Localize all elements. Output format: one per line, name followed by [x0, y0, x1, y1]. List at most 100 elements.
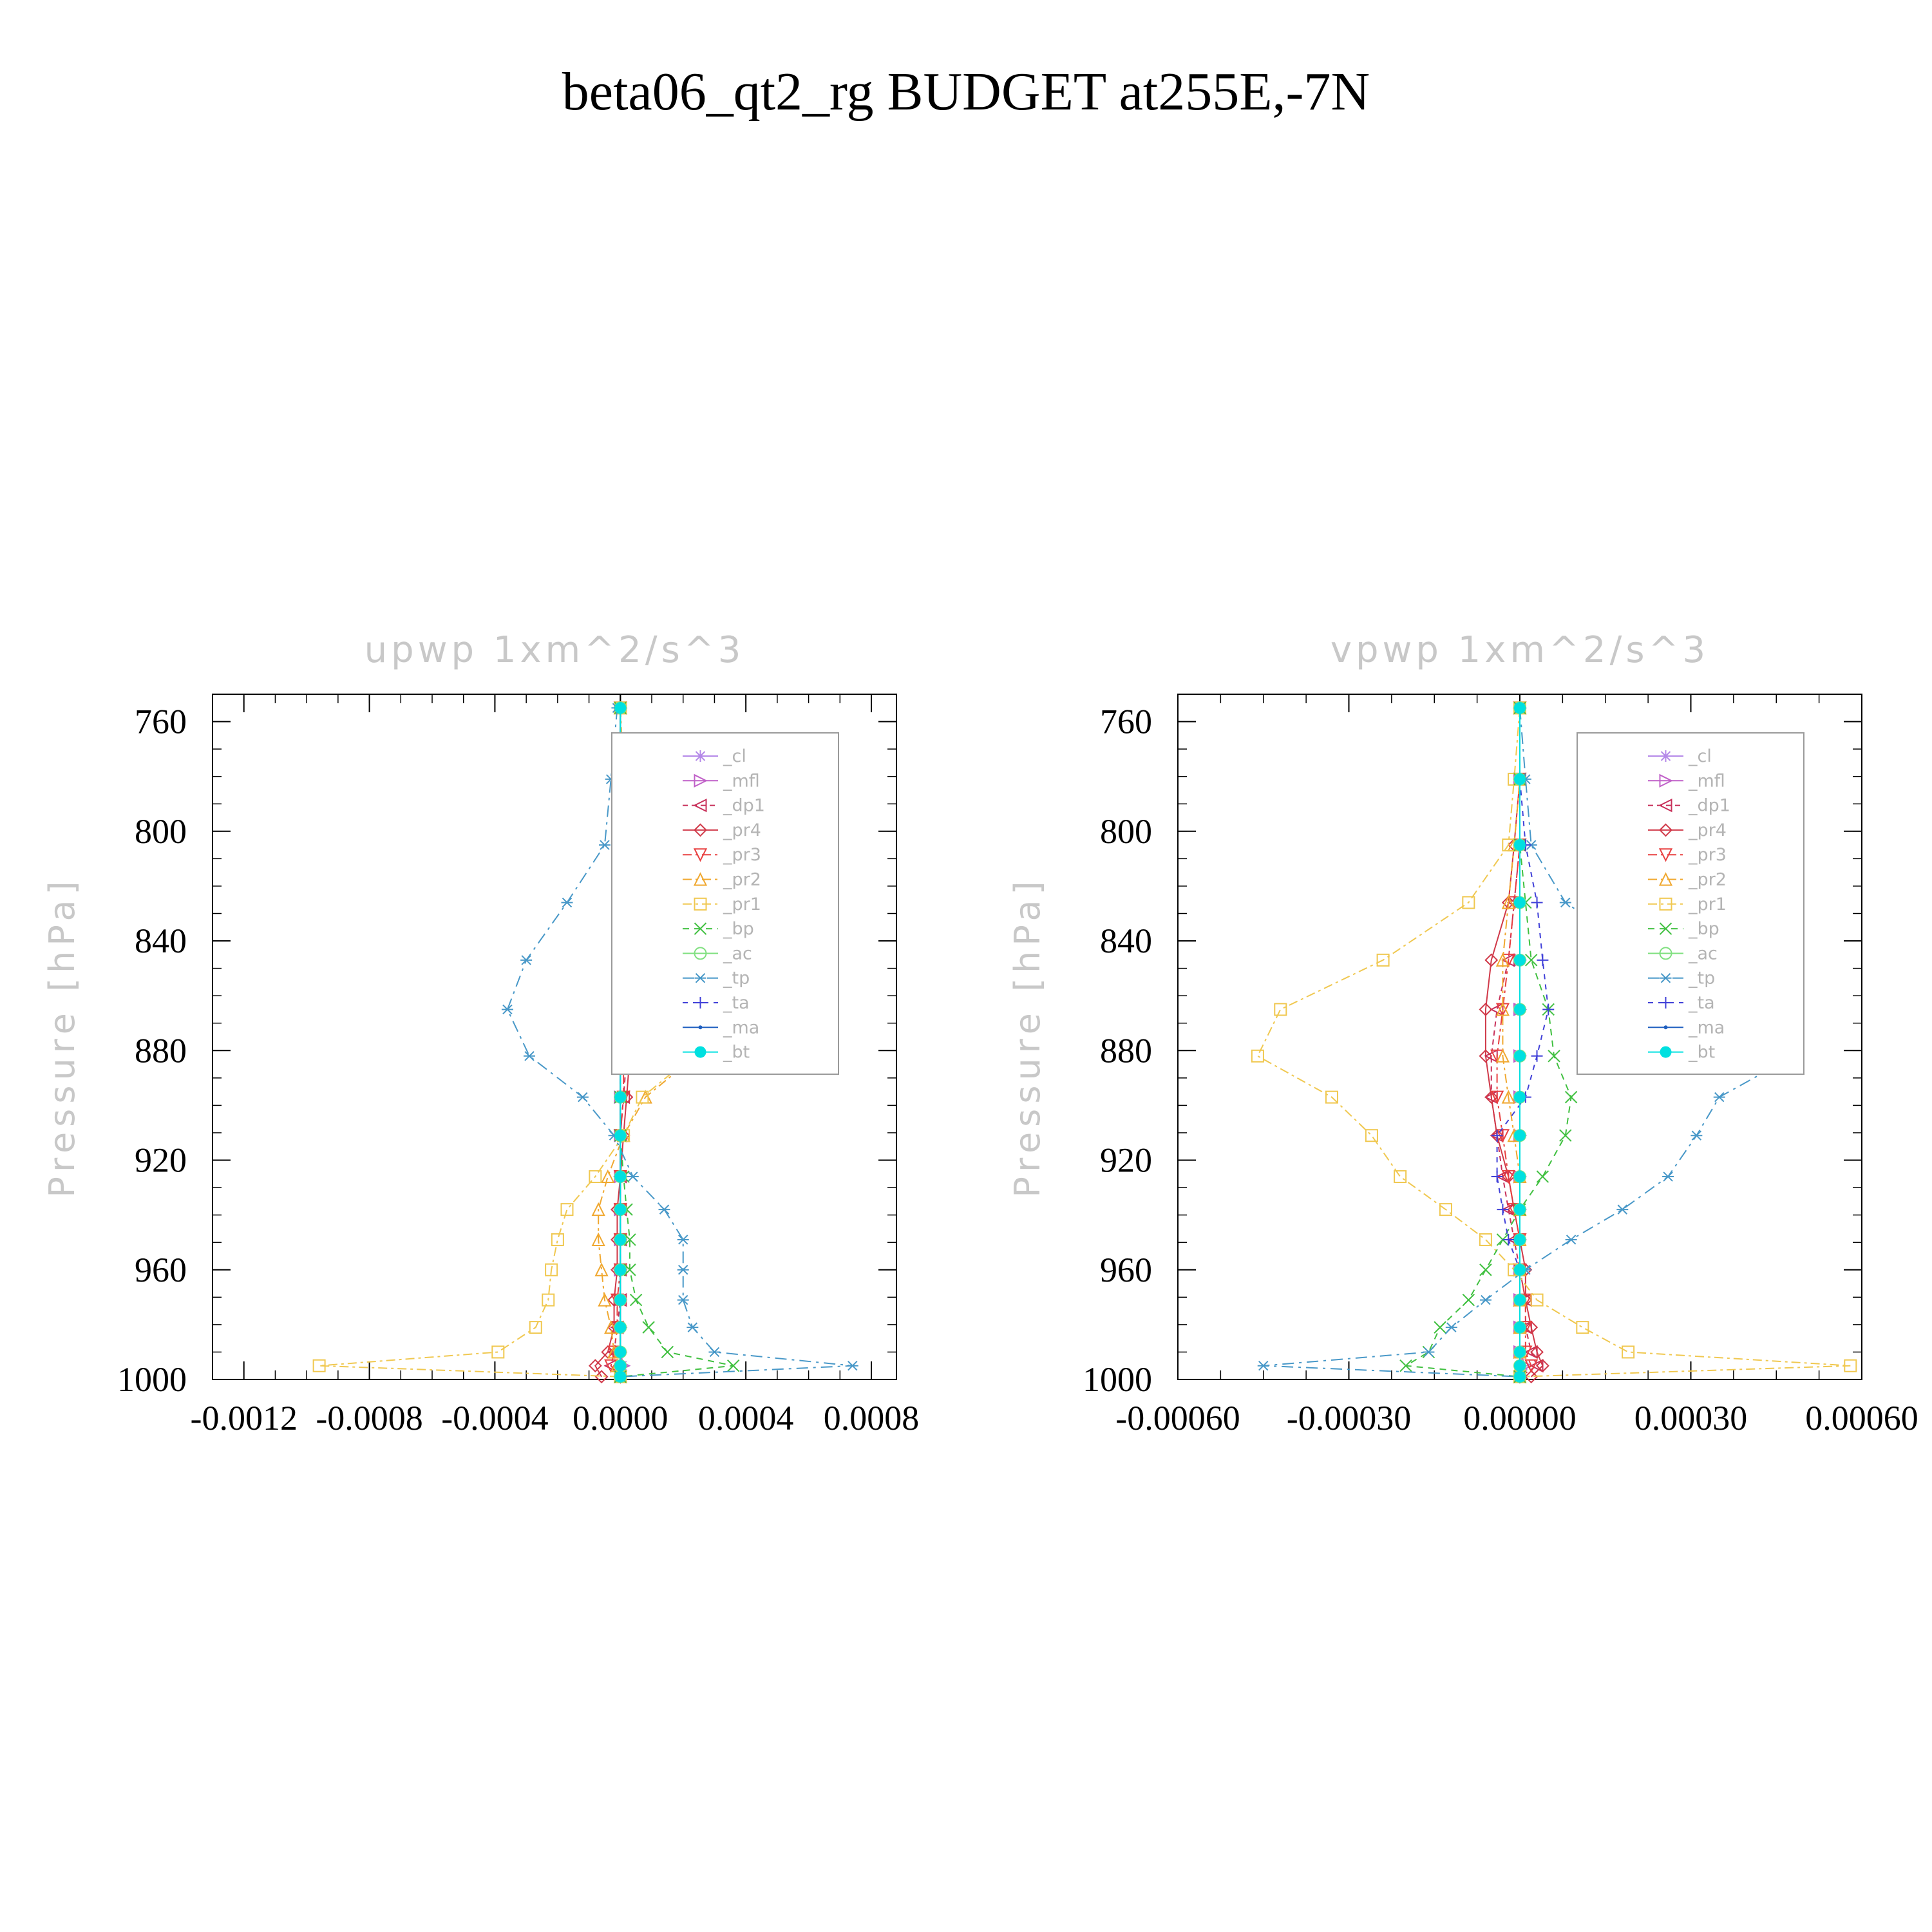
vpwp-point-ta: [1491, 1171, 1503, 1183]
vpwp-legend-marker-tp: [1660, 972, 1672, 983]
vpwp-point-pr4: [1524, 1370, 1539, 1384]
upwp-point-pr4: [588, 1359, 602, 1373]
figure-title: beta06_qt2_rg BUDGET at255E,-7N: [562, 62, 1370, 122]
upwp-point-bp: [661, 1345, 674, 1359]
upwp-point-bt: [614, 1091, 627, 1103]
vpwp-xtick-label: 0.00030: [1634, 1399, 1748, 1437]
upwp-legend-marker-tp: [694, 972, 706, 983]
vpwp-point-bt: [1514, 896, 1526, 909]
upwp-ylabel: Pressure [hPa]: [42, 876, 82, 1197]
upwp-ytick-label: 960: [135, 1251, 187, 1289]
vpwp-point-bt: [1514, 1050, 1526, 1062]
vpwp-point-bt: [1514, 1130, 1526, 1142]
vpwp-point-pr1: [1325, 1090, 1338, 1104]
vpwp-point-pr1: [1576, 1321, 1589, 1334]
upwp-xtick-label: -0.0012: [190, 1399, 297, 1437]
vpwp-point-tp: [1559, 897, 1571, 908]
upwp-xtick-label: -0.0008: [316, 1399, 422, 1437]
upwp-point-tp: [627, 1171, 639, 1182]
vpwp-legend-label-bt: _bt: [1688, 1043, 1715, 1063]
upwp-legend-marker-ac: [694, 947, 707, 960]
upwp-legend-marker-pr1: [694, 897, 707, 911]
vpwp-line-dp1: [1490, 708, 1538, 1378]
vpwp-legend-marker-pr4: [1659, 823, 1672, 837]
vpwp-legend-label-pr1: _pr1: [1688, 895, 1727, 914]
upwp-point-tp: [520, 955, 533, 965]
vpwp-point-tp: [1662, 1171, 1674, 1182]
upwp-legend-label-pr2: _pr2: [723, 870, 761, 890]
vpwp-point-pr4: [1524, 1320, 1539, 1334]
vpwp-legend-marker-pr3: [1658, 848, 1673, 862]
vpwp-point-bp: [1564, 1090, 1578, 1104]
vpwp-legend-marker-bt: [1660, 1046, 1672, 1058]
vpwp-point-ta: [1531, 896, 1543, 909]
upwp-point-pr1: [551, 1233, 564, 1246]
vpwp-legend-marker-dp1: [1658, 798, 1672, 813]
upwp-point-tp: [708, 1347, 721, 1358]
upwp-legend-label-dp1: _dp1: [723, 796, 765, 816]
upwp-xtick-label: 0.0000: [573, 1399, 668, 1437]
upwp-ytick-label: 1000: [117, 1360, 187, 1399]
vpwp-point-bt: [1514, 1003, 1526, 1016]
vpwp-series-dp1: [1484, 701, 1544, 1384]
vpwp-point-ta: [1502, 1233, 1515, 1245]
vpwp-point-tp: [1257, 1361, 1269, 1371]
upwp-point-bp: [642, 1321, 655, 1334]
vpwp-point-bp: [1559, 1129, 1572, 1142]
upwp-point-pr4: [594, 1370, 609, 1384]
upwp-legend-marker-cl: [694, 750, 706, 762]
vpwp-point-bt: [1514, 1359, 1526, 1372]
vpwp-point-tp: [1565, 1235, 1577, 1245]
upwp-point-bt: [614, 1130, 627, 1142]
vpwp-series-pr4: [1479, 701, 1549, 1384]
upwp-point-bt: [614, 1370, 627, 1383]
vpwp-point-pr2: [1501, 895, 1515, 909]
vpwp-point-pr3: [1501, 1170, 1515, 1184]
upwp-point-tp: [598, 840, 611, 850]
upwp-point-pr2: [598, 1293, 612, 1307]
upwp-xtick-label: 0.0004: [698, 1399, 794, 1437]
vpwp-legend-marker-ma: [1663, 1025, 1668, 1030]
vpwp-point-bt: [1514, 1346, 1526, 1358]
vpwp-point-bp: [1524, 954, 1538, 967]
upwp-point-bp: [623, 1233, 636, 1246]
upwp-point-pr1: [560, 1203, 574, 1217]
vpwp-xtick-label: 0.00060: [1805, 1399, 1918, 1437]
vpwp-point-dp1: [1490, 1002, 1504, 1017]
upwp-legend-marker-bt: [694, 1046, 706, 1058]
upwp-point-pr2: [601, 1169, 615, 1184]
vpwp-point-pr2: [1495, 1048, 1510, 1063]
vpwp-ytick-label: 800: [1100, 812, 1152, 851]
vpwp-line-pr4: [1484, 708, 1544, 1378]
vpwp-legend-marker-pr2: [1658, 872, 1673, 886]
vpwp-legend-label-pr2: _pr2: [1688, 870, 1727, 890]
upwp-legend-marker-pr2: [693, 872, 708, 886]
upwp-point-pr1: [636, 1090, 649, 1104]
vpwp-point-bt: [1514, 773, 1526, 785]
panel-vpwp: vpwp 1xm^2/s^3 Pressure [hPa] 760 800 840 880…: [1007, 629, 1918, 1437]
vpwp-legend-marker-ac: [1659, 947, 1672, 960]
vpwp-legend-marker-ta: [1660, 997, 1672, 1009]
vpwp-line-ta: [1496, 708, 1549, 1377]
upwp-point-pr1: [589, 1170, 602, 1184]
vpwp-point-pr1: [1462, 896, 1475, 909]
vpwp-xtick-label: 0.00000: [1463, 1399, 1577, 1437]
upwp-legend-marker-ma: [698, 1025, 703, 1030]
upwp-legend-label-pr4: _pr4: [723, 820, 761, 840]
vpwp-xtick-label: -0.00030: [1287, 1399, 1411, 1437]
vpwp-point-bt: [1514, 954, 1526, 966]
panel-upwp: upwp 1xm^2/s^3 Pressure [hPa] 760 800 840 880…: [42, 629, 919, 1437]
vpwp-point-ta: [1537, 954, 1549, 966]
vpwp-ytick-label: 960: [1100, 1251, 1152, 1289]
vpwp-point-ta: [1542, 1003, 1555, 1016]
vpwp-point-pr1: [1622, 1345, 1635, 1359]
upwp-legend-label-bp: _bp: [723, 919, 754, 939]
vpwp-point-bt: [1514, 839, 1526, 851]
vpwp-point-bt: [1514, 1370, 1526, 1383]
vpwp-point-bt: [1514, 1091, 1526, 1103]
vpwp-legend-marker-pr1: [1659, 897, 1672, 911]
vpwp-point-ta: [1531, 1050, 1543, 1062]
upwp-legend-label-pr1: _pr1: [723, 895, 761, 914]
vpwp-point-tp: [1616, 1204, 1629, 1215]
